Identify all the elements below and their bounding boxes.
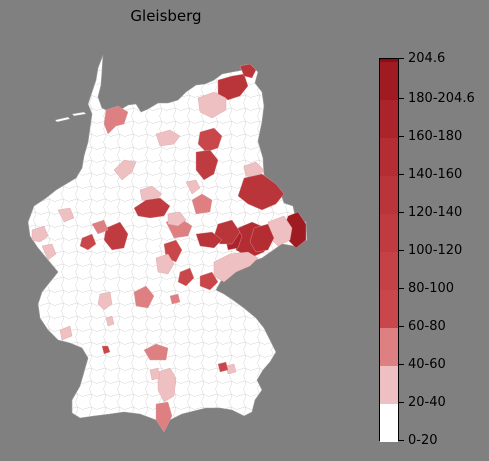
colorbar-band xyxy=(380,62,398,100)
region-north-frisia xyxy=(103,105,129,135)
region-bremen-area xyxy=(155,129,181,147)
colorbar-band xyxy=(380,138,398,176)
region-allgaeu xyxy=(149,367,161,381)
region-dahme-spreewald xyxy=(237,173,285,211)
region-zwickau xyxy=(199,271,219,291)
colorbar-band-top xyxy=(380,59,398,62)
colorbar-tick xyxy=(399,402,404,403)
region-wuerzburg xyxy=(133,285,155,309)
colorbar-tick-label: 60-80 xyxy=(408,319,446,334)
region-muenchen-area xyxy=(225,363,237,375)
region-barnim xyxy=(243,161,265,179)
region-koeln-bonn xyxy=(103,221,129,251)
region-ruegen xyxy=(239,63,257,79)
region-siegen xyxy=(91,219,109,235)
colorbar-tick xyxy=(399,58,404,59)
colorbar-tick-label: 80-100 xyxy=(408,281,455,296)
region-nuernberg xyxy=(143,343,169,361)
map-title: Gleisberg xyxy=(130,7,202,25)
district-borders xyxy=(28,55,307,420)
region-augsburg xyxy=(157,367,177,403)
colorbar-tick-label: 180-204.6 xyxy=(408,91,475,106)
colorbar-tick-label: 120-140 xyxy=(408,205,463,220)
region-magdeburg-area xyxy=(191,193,213,215)
region-passau xyxy=(217,361,229,373)
colorbar-band xyxy=(380,252,398,290)
colorbar-tick-label: 40-60 xyxy=(408,357,446,372)
region-fulda xyxy=(177,267,195,287)
region-frankfurt-area xyxy=(97,291,113,311)
colorbar-tick-label: 20-40 xyxy=(408,395,446,410)
region-emsland xyxy=(41,243,57,261)
colorbar-tick xyxy=(399,98,404,99)
region-aachen xyxy=(31,225,49,243)
colorbar-bands xyxy=(380,59,398,442)
colorbar-band xyxy=(380,290,398,328)
region-harz xyxy=(185,179,201,195)
colorbar-tick xyxy=(399,288,404,289)
colorbar-tick xyxy=(399,440,404,441)
colorbar-tick-label: 140-160 xyxy=(408,167,463,182)
region-oberallgaeu xyxy=(155,401,173,433)
colorbar-tick xyxy=(399,212,404,213)
region-ruhr xyxy=(57,207,75,223)
region-rostock xyxy=(197,91,227,119)
colorbar-band xyxy=(380,366,398,404)
region-mittelhessen xyxy=(155,253,175,275)
region-karlsruhe xyxy=(59,325,73,341)
colorbar-legend xyxy=(379,58,399,442)
region-dresden-bautzen xyxy=(249,223,275,253)
colorbar-band xyxy=(380,214,398,252)
region-chemnitz xyxy=(195,231,223,249)
region-stuttgart-area xyxy=(101,345,111,355)
colorbar-tick xyxy=(399,364,404,365)
region-prignitz xyxy=(197,127,223,153)
region-saarland xyxy=(105,315,115,327)
colorbar-band xyxy=(380,100,398,138)
colorbar-band xyxy=(380,404,398,442)
colorbar-band xyxy=(380,176,398,214)
colorbar-tick xyxy=(399,326,404,327)
region-erzgebirge xyxy=(213,251,259,283)
region-sauerland xyxy=(79,233,97,251)
colorbar-tick xyxy=(399,250,404,251)
colorbar-tick-label: 160-180 xyxy=(408,129,463,144)
colorbar-tick xyxy=(399,136,404,137)
north-sea-islands xyxy=(54,111,87,123)
region-altmark xyxy=(139,185,163,203)
region-kassel-area xyxy=(133,197,171,219)
colorbar-tick xyxy=(399,174,404,175)
region-ruppin xyxy=(195,149,219,181)
colorbar-band xyxy=(380,328,398,366)
regions-layer xyxy=(31,63,307,433)
region-goettingen xyxy=(167,211,187,227)
region-hof xyxy=(169,293,181,305)
colorbar-tick-label: 100-120 xyxy=(408,243,463,258)
region-hannover-area xyxy=(113,159,137,181)
colorbar-tick-label: 0-20 xyxy=(408,433,438,448)
colorbar-tick-label: 204.6 xyxy=(408,51,446,66)
